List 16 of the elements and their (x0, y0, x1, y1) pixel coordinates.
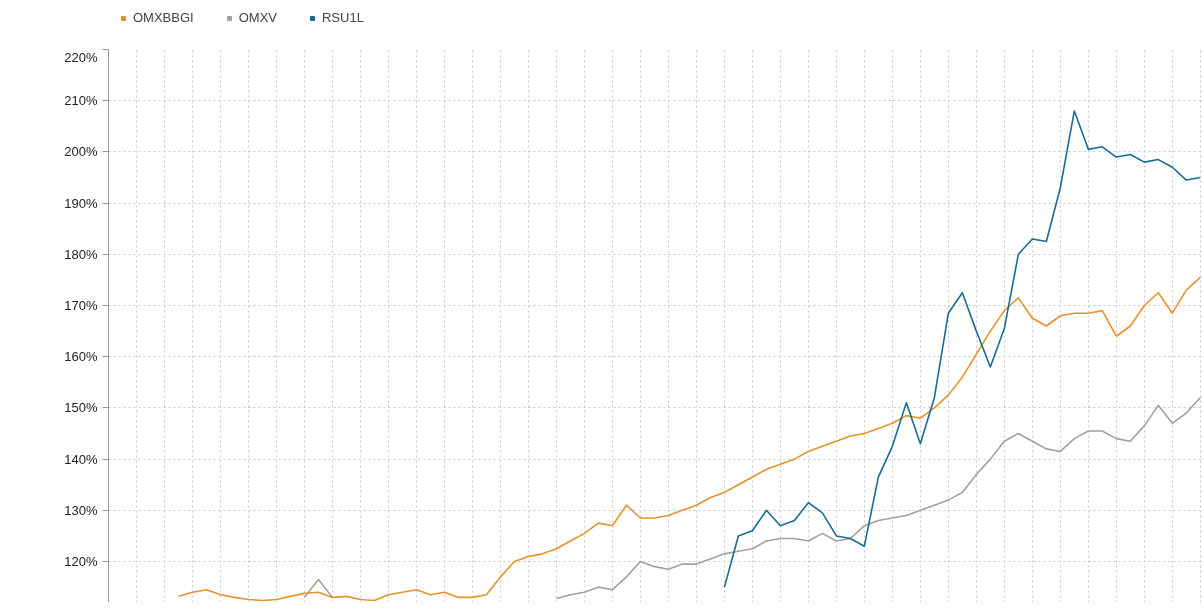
line-series (177, 276, 1202, 602)
legend-label: OMXBBGI (133, 10, 194, 25)
y-tick-label: 140% (64, 451, 98, 467)
legend-label: OMXV (238, 10, 277, 25)
line-series (723, 110, 1202, 588)
y-tick-label: 170% (64, 298, 98, 314)
y-tick-label: 120% (64, 554, 98, 570)
y-tick-label: 150% (64, 400, 98, 416)
y-tick-label: 220% (64, 49, 98, 65)
legend-label: RSU1L (321, 10, 364, 25)
y-tick-label: 190% (64, 195, 98, 211)
y-tick-label: 180% (64, 246, 98, 262)
y-tick-label: 130% (64, 502, 98, 518)
y-tick-label: 210% (64, 93, 98, 109)
y-tick-label: 160% (64, 349, 98, 365)
y-tick-label: 200% (64, 144, 98, 160)
